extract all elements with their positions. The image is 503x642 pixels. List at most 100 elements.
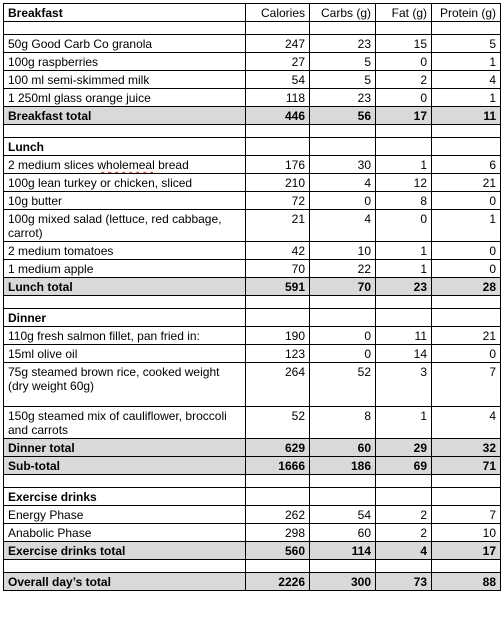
- spacer-row: [3, 295, 501, 309]
- calories-column-header: Calories: [245, 3, 310, 22]
- item-calories: 42: [245, 241, 310, 260]
- item-name: 100g lean turkey or chicken, sliced: [3, 173, 246, 192]
- exercise-total-row: Exercise drinks total 560 114 4 17: [3, 541, 501, 560]
- item-name: 50g Good Carb Co granola: [3, 34, 246, 53]
- breakfast-section-title: Breakfast: [3, 3, 246, 22]
- total-calories: 2226: [245, 572, 310, 591]
- item-name: 10g butter: [3, 191, 246, 210]
- total-label: Sub-total: [3, 456, 246, 475]
- item-name: Energy Phase: [3, 505, 246, 524]
- item-protein: 21: [431, 173, 501, 192]
- total-protein: 17: [431, 541, 501, 560]
- item-name: 100 ml semi-skimmed milk: [3, 70, 246, 89]
- item-carbs: 0: [309, 191, 376, 210]
- item-carbs: 4: [309, 209, 376, 242]
- item-calories: 298: [245, 523, 310, 542]
- total-calories: 1666: [245, 456, 310, 475]
- item-carbs: 52: [309, 362, 376, 407]
- spacer-row: [3, 474, 501, 488]
- item-fat: 0: [375, 209, 432, 242]
- item-carbs: 4: [309, 173, 376, 192]
- total-calories: 591: [245, 277, 310, 296]
- item-carbs: 8: [309, 406, 376, 439]
- breakfast-item-row: 50g Good Carb Co granola 247 23 15 5: [3, 34, 501, 53]
- item-protein: 0: [431, 259, 501, 278]
- total-fat: 23: [375, 277, 432, 296]
- item-fat: 2: [375, 505, 432, 524]
- item-calories: 264: [245, 362, 310, 407]
- item-calories: 27: [245, 52, 310, 71]
- total-label: Exercise drinks total: [3, 541, 246, 560]
- item-calories: 21: [245, 209, 310, 242]
- nutrition-table-container: Breakfast Calories Carbs (g) Fat (g) Pro…: [3, 3, 501, 591]
- total-fat: 17: [375, 106, 432, 125]
- item-name: 15ml olive oil: [3, 344, 246, 363]
- item-fat: 0: [375, 52, 432, 71]
- breakfast-total-row: Breakfast total 446 56 17 11: [3, 106, 501, 125]
- dinner-total-row: Dinner total 629 60 29 32: [3, 438, 501, 457]
- item-calories: 176: [245, 155, 310, 174]
- item-fat: 1: [375, 241, 432, 260]
- total-carbs: 56: [309, 106, 376, 125]
- item-name: 100g mixed salad (lettuce, red cabbage, …: [3, 209, 246, 242]
- lunch-item-row: 100g lean turkey or chicken, sliced 210 …: [3, 173, 501, 192]
- item-protein: 10: [431, 523, 501, 542]
- item-calories: 123: [245, 344, 310, 363]
- dinner-item-row: 15ml olive oil 123 0 14 0: [3, 344, 501, 363]
- total-protein: 32: [431, 438, 501, 457]
- item-carbs: 0: [309, 326, 376, 345]
- protein-column-header: Protein (g): [431, 3, 501, 22]
- nutrition-table: Breakfast Calories Carbs (g) Fat (g) Pro…: [3, 3, 501, 591]
- total-label: Overall day’s total: [3, 572, 246, 591]
- item-carbs: 60: [309, 523, 376, 542]
- total-fat: 69: [375, 456, 432, 475]
- total-carbs: 300: [309, 572, 376, 591]
- total-carbs: 114: [309, 541, 376, 560]
- item-protein: 21: [431, 326, 501, 345]
- exercise-section-row: Exercise drinks: [3, 487, 501, 506]
- item-name-part: bread: [154, 158, 189, 172]
- item-protein: 7: [431, 505, 501, 524]
- item-name: 1 250ml glass orange juice: [3, 88, 246, 107]
- lunch-total-row: Lunch total 591 70 23 28: [3, 277, 501, 296]
- total-fat: 29: [375, 438, 432, 457]
- total-carbs: 70: [309, 277, 376, 296]
- item-carbs: 10: [309, 241, 376, 260]
- dinner-item-row: 75g steamed brown rice, cooked weight (d…: [3, 362, 501, 407]
- overall-total-row: Overall day’s total 2226 300 73 88: [3, 572, 501, 591]
- item-calories: 72: [245, 191, 310, 210]
- item-carbs: 30: [309, 155, 376, 174]
- item-carbs: 23: [309, 88, 376, 107]
- total-protein: 11: [431, 106, 501, 125]
- carbs-column-header: Carbs (g): [309, 3, 376, 22]
- item-calories: 190: [245, 326, 310, 345]
- item-calories: 262: [245, 505, 310, 524]
- lunch-section-row: Lunch: [3, 137, 501, 156]
- item-protein: 4: [431, 70, 501, 89]
- spacer-row: [3, 559, 501, 573]
- total-fat: 4: [375, 541, 432, 560]
- total-calories: 629: [245, 438, 310, 457]
- total-label: Lunch total: [3, 277, 246, 296]
- spellcheck-word: wholemeal: [97, 158, 155, 172]
- item-name: 110g fresh salmon fillet, pan fried in:: [3, 326, 246, 345]
- breakfast-item-row: 1 250ml glass orange juice 118 23 0 1: [3, 88, 501, 107]
- item-name-part: 2 medium slices: [8, 158, 98, 172]
- total-protein: 88: [431, 572, 501, 591]
- exercise-section-title: Exercise drinks: [3, 487, 246, 506]
- spacer-row: [3, 124, 501, 138]
- item-protein: 1: [431, 209, 501, 242]
- item-carbs: 54: [309, 505, 376, 524]
- lunch-item-row: 1 medium apple 70 22 1 0: [3, 259, 501, 278]
- item-fat: 1: [375, 155, 432, 174]
- item-protein: 6: [431, 155, 501, 174]
- dinner-section-row: Dinner: [3, 308, 501, 327]
- item-carbs: 0: [309, 344, 376, 363]
- spacer-row: [3, 21, 501, 35]
- item-fat: 1: [375, 406, 432, 439]
- breakfast-item-row: 100 ml semi-skimmed milk 54 5 2 4: [3, 70, 501, 89]
- item-fat: 1: [375, 259, 432, 278]
- item-fat: 11: [375, 326, 432, 345]
- item-name: Anabolic Phase: [3, 523, 246, 542]
- item-fat: 0: [375, 88, 432, 107]
